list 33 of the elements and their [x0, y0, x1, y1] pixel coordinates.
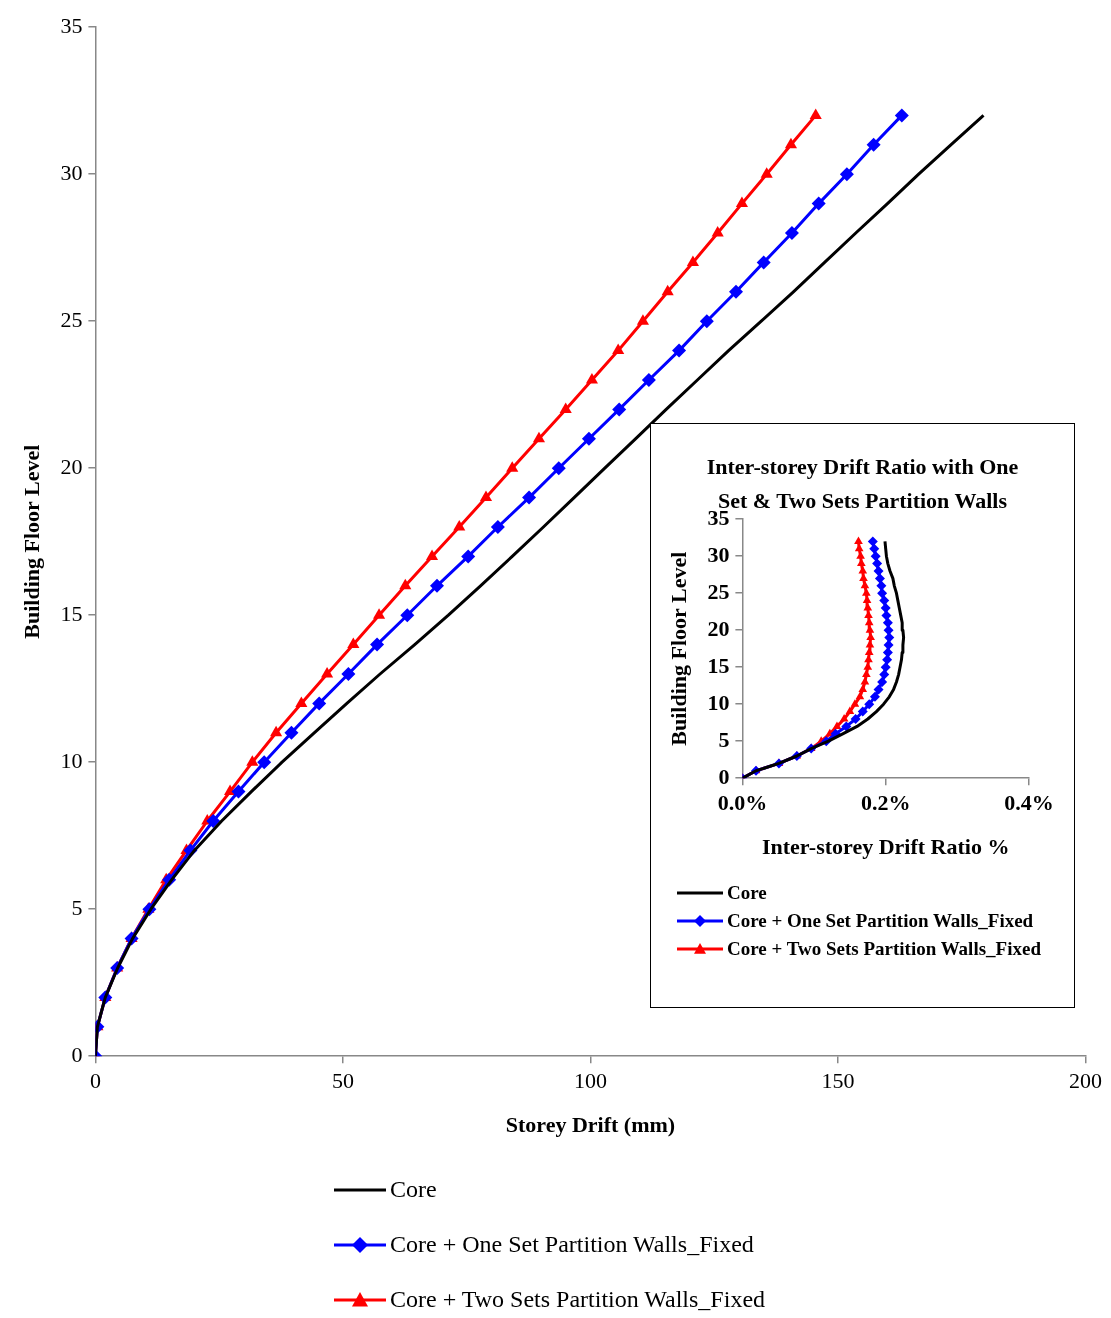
- y-tick-label: 30: [707, 541, 730, 567]
- legend-label: Core + Two Sets Partition Walls_Fixed: [390, 1286, 766, 1313]
- x-tick-label: 0.0%: [717, 790, 768, 816]
- y-tick-label: 25: [60, 306, 83, 332]
- y-tick-label: 15: [707, 652, 730, 678]
- x-axis-title: Storey Drift (mm): [505, 1112, 676, 1138]
- y-tick-label: 10: [60, 747, 83, 773]
- y-tick-label: 20: [707, 615, 730, 641]
- y-tick-label: 10: [707, 689, 730, 715]
- legend-label: Core + One Set Partition Walls_Fixed: [727, 910, 1034, 932]
- x-tick-label: 100: [573, 1068, 607, 1094]
- y-tick-label: 15: [60, 600, 83, 626]
- legend-label: Core: [727, 882, 767, 904]
- y-tick-label: 5: [71, 894, 83, 920]
- x-axis-title: Inter-storey Drift Ratio %: [761, 834, 1010, 860]
- legend-label: Core + Two Sets Partition Walls_Fixed: [727, 938, 1041, 960]
- y-tick-label: 30: [60, 159, 83, 185]
- y-tick-label: 35: [60, 12, 83, 38]
- x-tick-label: 0: [89, 1068, 101, 1094]
- y-tick-label: 5: [718, 726, 730, 752]
- x-tick-label: 150: [821, 1068, 855, 1094]
- x-tick-label: 50: [331, 1068, 354, 1094]
- legend-label: Core + One Set Partition Walls_Fixed: [390, 1231, 754, 1258]
- x-tick-label: 0.2%: [860, 790, 911, 816]
- y-tick-label: 0: [71, 1041, 83, 1067]
- x-tick-label: 200: [1069, 1068, 1102, 1094]
- y-tick-label: 20: [60, 453, 83, 479]
- y-axis-title: Building Floor Level: [18, 444, 44, 639]
- y-axis-title: Building Floor Level: [665, 551, 691, 746]
- y-tick-label: 0: [718, 763, 730, 789]
- legend-label: Core: [390, 1176, 437, 1203]
- y-tick-label: 25: [707, 578, 730, 604]
- x-tick-label: 0.4%: [1004, 790, 1054, 816]
